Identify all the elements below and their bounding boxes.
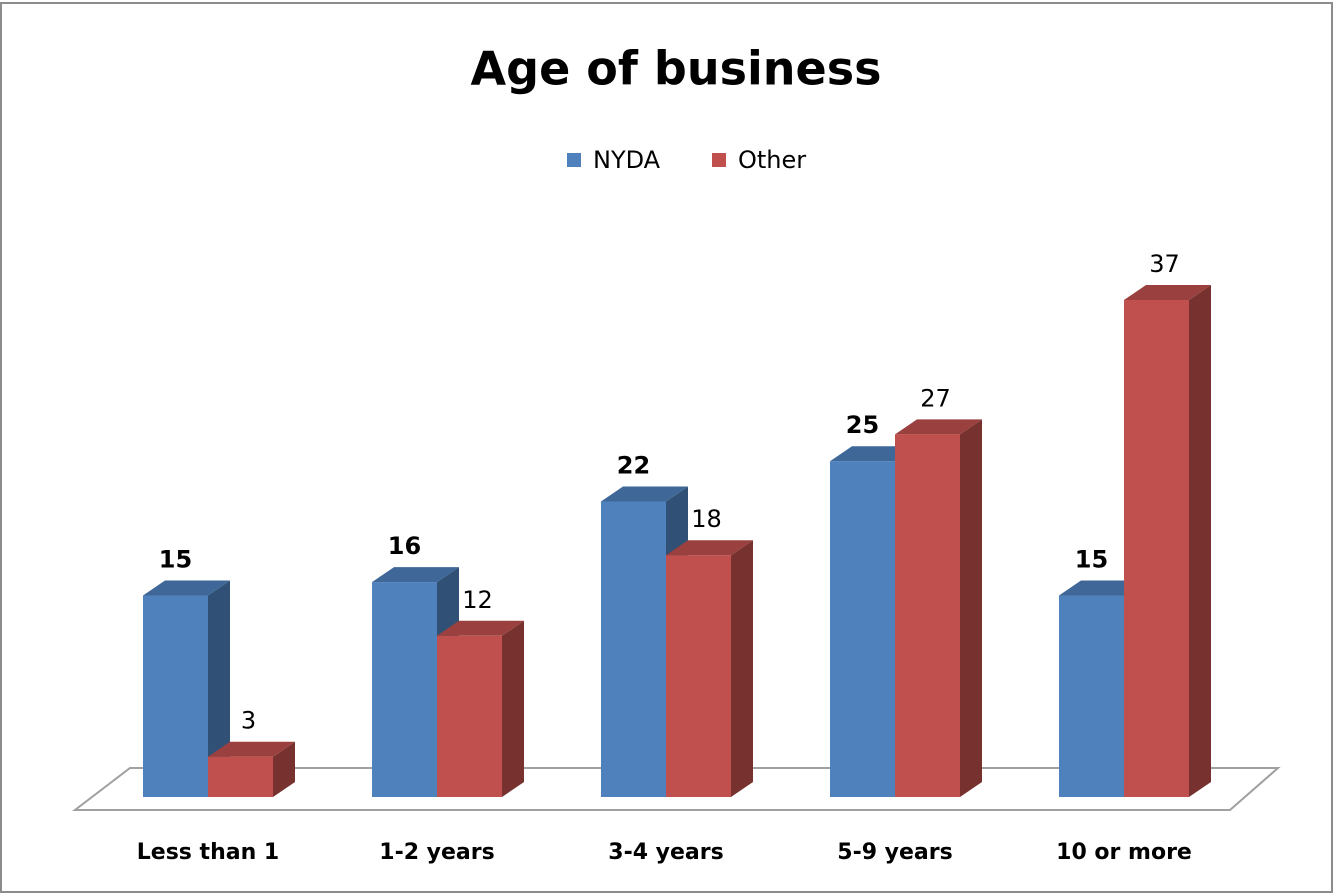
data-label: 15 xyxy=(159,546,192,574)
bar xyxy=(1124,285,1211,797)
bar-front xyxy=(1124,300,1189,797)
data-label: 27 xyxy=(920,384,951,412)
x-tick-label: 10 or more xyxy=(1056,840,1192,865)
bar-front xyxy=(830,461,895,797)
bar-front xyxy=(437,635,502,797)
legend-swatch xyxy=(567,153,581,167)
bar-side xyxy=(731,540,753,797)
data-label: 22 xyxy=(617,451,650,479)
data-label: 12 xyxy=(462,586,493,614)
bar-top xyxy=(143,580,230,596)
bar-top xyxy=(437,620,524,636)
bar-top xyxy=(372,567,459,583)
bar xyxy=(895,419,982,797)
bar-side xyxy=(208,580,230,797)
bar-side xyxy=(1189,285,1211,797)
bar-front xyxy=(601,501,666,797)
bar-front xyxy=(895,434,960,797)
bar-side xyxy=(960,419,982,797)
bar-front xyxy=(372,582,437,797)
legend-swatch xyxy=(712,153,726,167)
data-label: 15 xyxy=(1075,546,1108,574)
data-label: 18 xyxy=(691,505,722,533)
bar-top xyxy=(208,741,295,757)
legend-label: NYDA xyxy=(593,146,661,174)
x-tick-label: Less than 1 xyxy=(137,840,279,865)
data-label: 37 xyxy=(1149,250,1180,278)
bar-top xyxy=(666,540,753,556)
bar xyxy=(666,540,753,797)
data-label: 3 xyxy=(241,707,256,735)
x-tick-label: 1-2 years xyxy=(379,840,494,865)
bar-front xyxy=(143,595,208,797)
bar-front xyxy=(666,555,731,797)
bar-front xyxy=(208,756,273,797)
x-tick-label: 5-9 years xyxy=(837,840,952,865)
bar xyxy=(437,620,524,797)
data-label: 25 xyxy=(846,411,879,439)
bar-side xyxy=(273,741,295,797)
bar-top xyxy=(601,486,688,502)
bar-top xyxy=(895,419,982,435)
bar-top xyxy=(1124,285,1211,300)
chart-title: Age of business xyxy=(471,42,882,96)
x-tick-label: 3-4 years xyxy=(608,840,723,865)
bar-side xyxy=(502,620,524,797)
legend-label: Other xyxy=(738,146,806,174)
bar-front xyxy=(1059,595,1124,797)
bar xyxy=(143,580,230,797)
bar xyxy=(208,741,295,797)
data-label: 16 xyxy=(388,532,421,560)
